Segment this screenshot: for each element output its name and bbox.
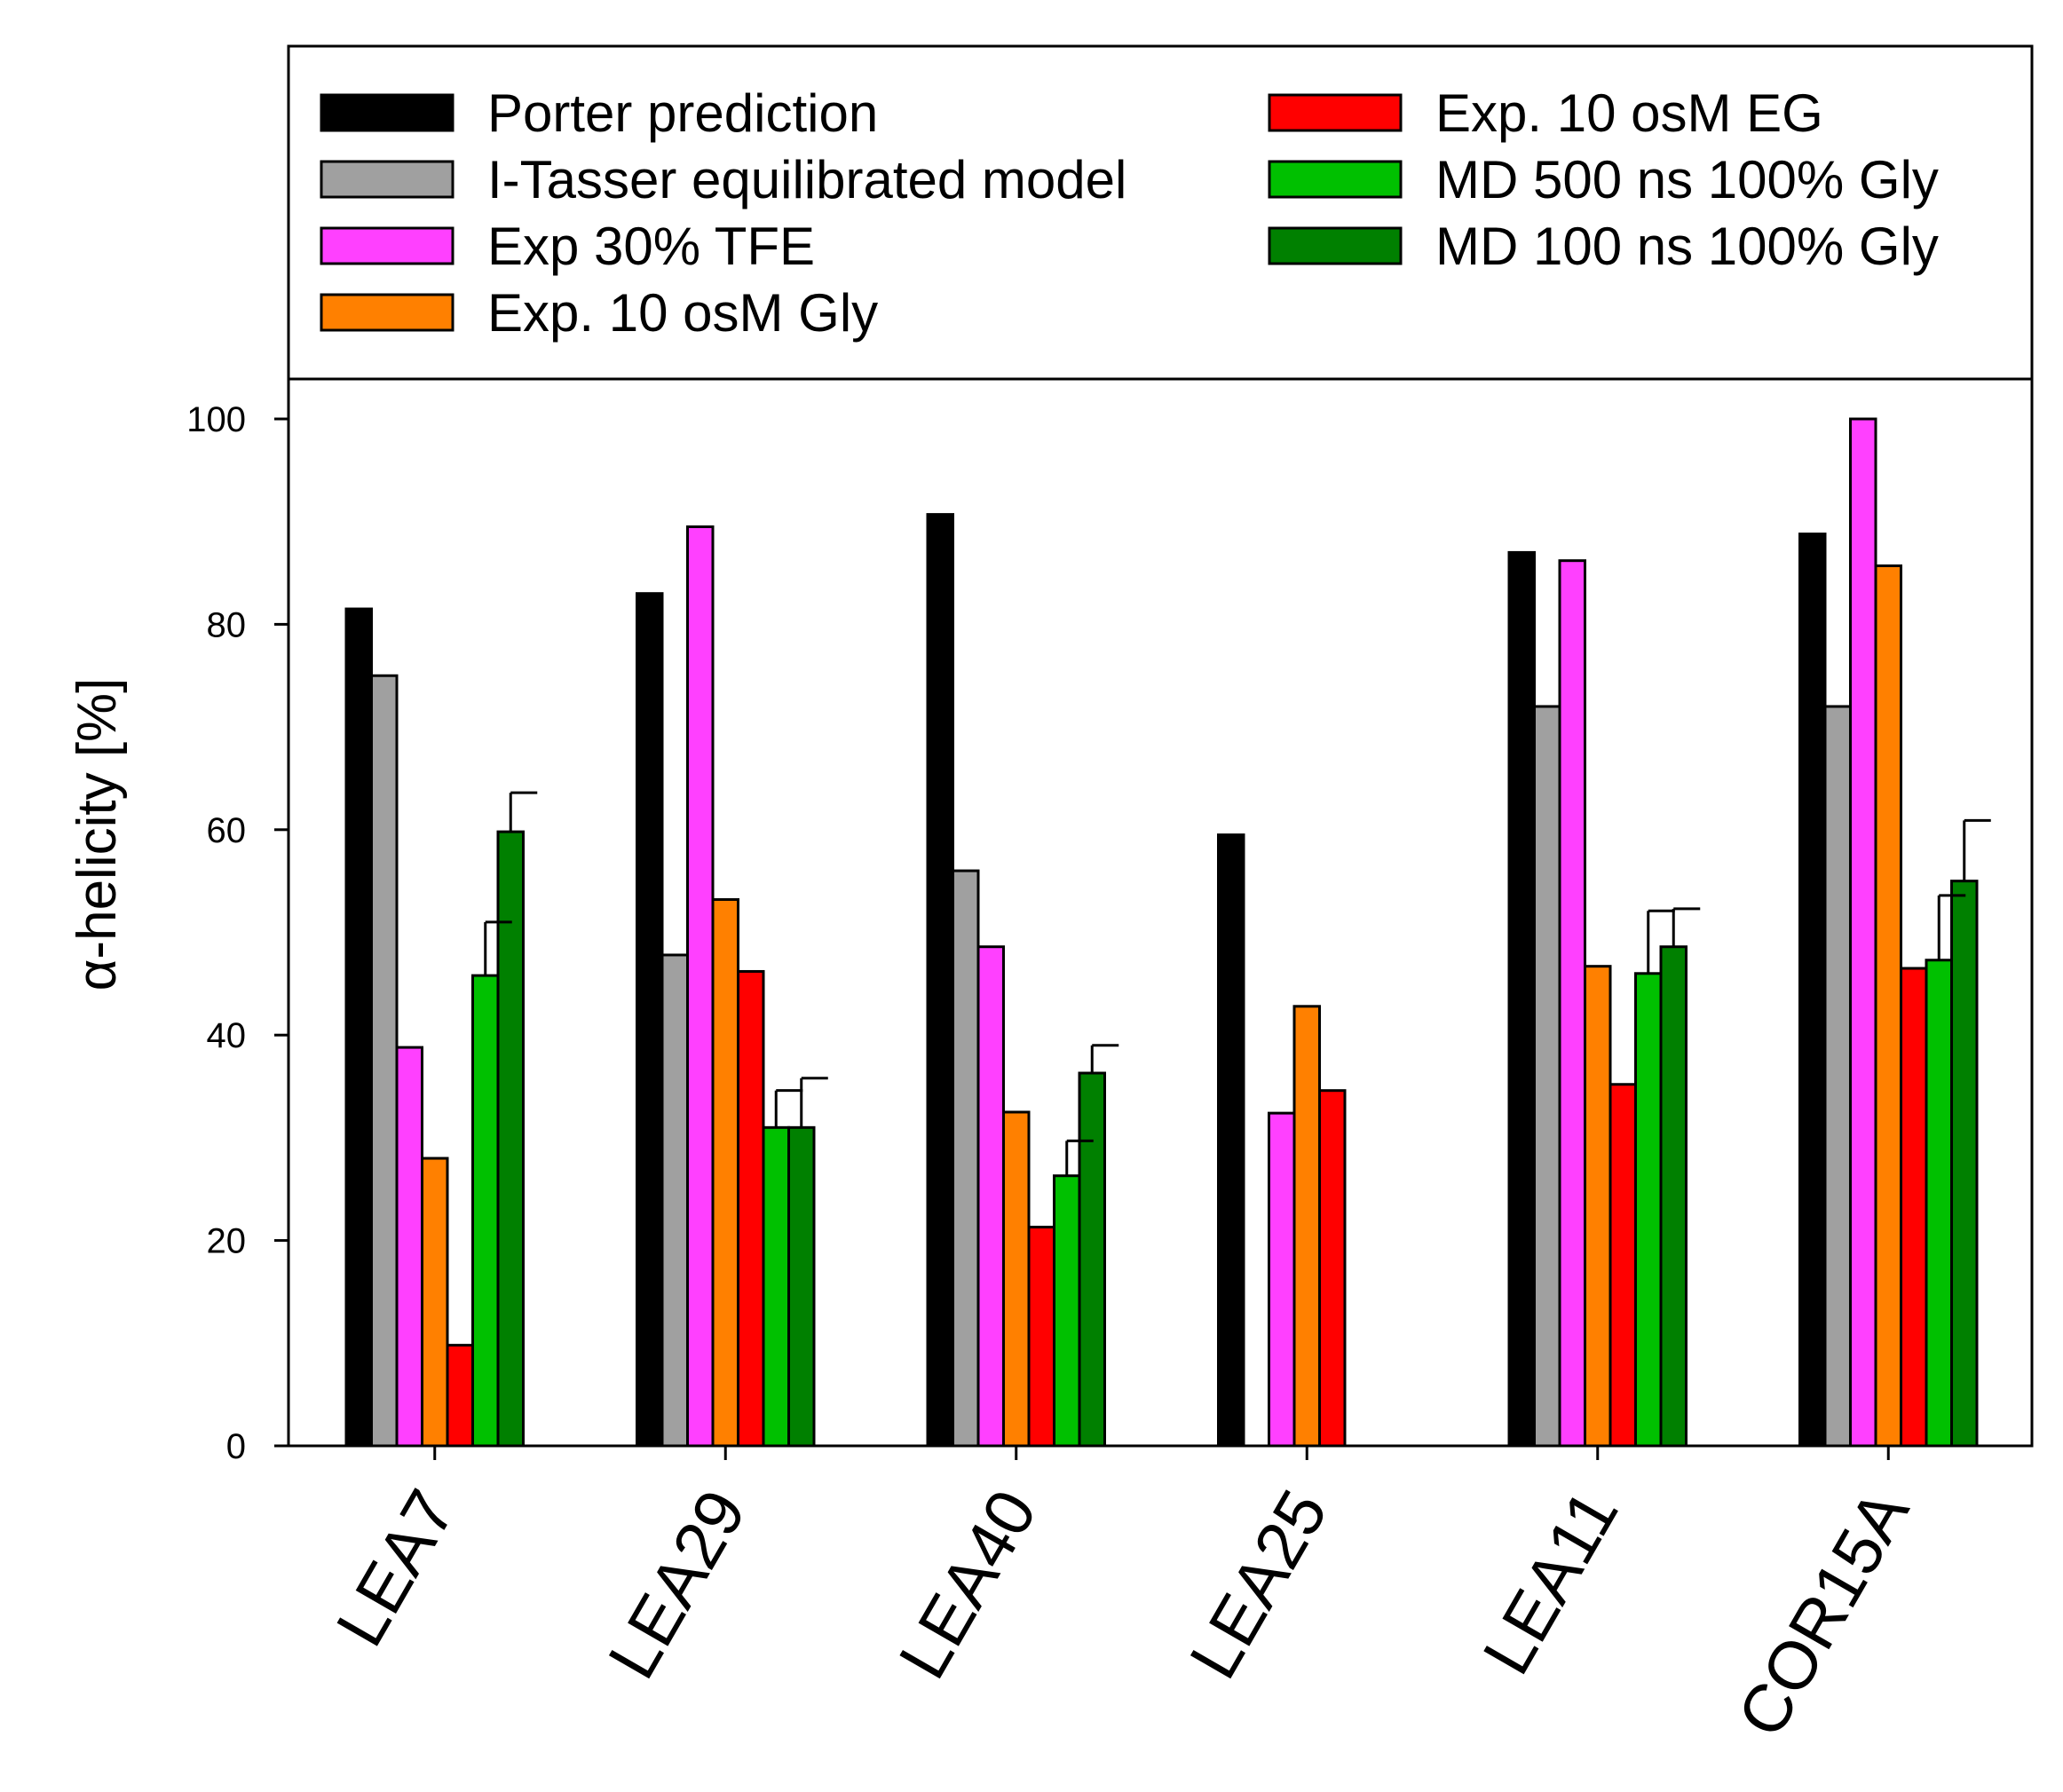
- bar: [1584, 965, 1612, 1448]
- legend-swatch: [1268, 226, 1403, 265]
- x-tick-label: LEA40: [885, 1478, 1052, 1691]
- bar: [344, 607, 373, 1448]
- legend-label: MD 500 ns 100% Gly: [1435, 150, 1939, 209]
- legend-item: Exp 30% TFE: [320, 217, 815, 276]
- bar: [787, 1125, 816, 1448]
- legend-label: Exp 30% TFE: [487, 217, 815, 276]
- bar: [1217, 833, 1245, 1448]
- legend-item: Porter prediction: [320, 83, 878, 143]
- bar: [1027, 1226, 1055, 1448]
- bar: [1950, 880, 1979, 1448]
- y-tick-label: 100: [186, 400, 246, 439]
- legend-swatch: [320, 226, 454, 265]
- bar: [737, 969, 765, 1448]
- bar: [762, 1125, 790, 1448]
- x-tick-label: LEA25: [1175, 1478, 1342, 1691]
- bar: [1053, 1174, 1081, 1448]
- bar: [1659, 945, 1688, 1448]
- legend-swatch: [320, 93, 454, 132]
- error-bars-layer: [484, 791, 1991, 1176]
- y-tick-label: 20: [207, 1222, 247, 1261]
- legend-item: Exp. 10 osM EG: [1268, 83, 1823, 143]
- legend-label: Exp. 10 osM EG: [1435, 83, 1823, 143]
- legend: Porter prediction I-Tasser equilibrated m…: [320, 83, 1939, 343]
- legend-swatch: [320, 160, 454, 199]
- legend-label: Porter prediction: [487, 83, 878, 143]
- bar: [686, 525, 715, 1448]
- bar: [1609, 1083, 1637, 1448]
- bar: [1849, 417, 1877, 1448]
- bar: [1002, 1110, 1031, 1448]
- bar: [660, 953, 689, 1448]
- legend-item: MD 500 ns 100% Gly: [1268, 150, 1939, 209]
- legend-swatch: [1268, 93, 1403, 132]
- bar: [636, 592, 664, 1448]
- y-axis-label: α-helicity [%]: [67, 678, 128, 991]
- legend-item: I-Tasser equilibrated model: [320, 150, 1126, 209]
- bar: [711, 897, 739, 1448]
- bar: [370, 674, 399, 1448]
- x-tick-label: COR15A: [1723, 1478, 1924, 1749]
- x-tick-label: LEA11: [1469, 1478, 1633, 1686]
- legend-swatch: [1268, 160, 1403, 199]
- bar: [1798, 533, 1827, 1448]
- bar: [1078, 1071, 1106, 1448]
- bars-layer: [344, 417, 1979, 1448]
- legend-item: MD 100 ns 100% Gly: [1268, 217, 1939, 276]
- y-tick-label: 0: [226, 1427, 246, 1466]
- bar: [926, 513, 954, 1448]
- bar: [1900, 967, 1928, 1448]
- y-tick-label: 80: [207, 605, 247, 644]
- legend-label: MD 100 ns 100% Gly: [1435, 217, 1939, 276]
- bar: [446, 1344, 474, 1448]
- bar: [976, 945, 1005, 1448]
- bar: [1823, 705, 1852, 1448]
- bar: [1507, 550, 1536, 1448]
- x-tick-label: LEA7: [322, 1478, 470, 1659]
- legend-swatch: [320, 293, 454, 332]
- bar: [1634, 972, 1663, 1448]
- bar: [1925, 959, 1953, 1448]
- y-tick-label: 60: [207, 811, 247, 850]
- bar: [1874, 564, 1902, 1448]
- legend-label: Exp. 10 osM Gly: [487, 283, 878, 343]
- bar: [952, 869, 980, 1448]
- bar: [1533, 705, 1561, 1448]
- bar: [471, 974, 500, 1448]
- bar: [421, 1157, 449, 1448]
- legend-item: Exp. 10 osM Gly: [320, 283, 878, 343]
- figure-frame: [287, 44, 2034, 1448]
- bar: [496, 830, 525, 1448]
- x-tick-label: LEA29: [594, 1478, 761, 1691]
- y-tick-label: 40: [207, 1016, 247, 1055]
- bar: [1292, 1005, 1321, 1448]
- legend-label: I-Tasser equilibrated model: [487, 150, 1126, 209]
- bar: [1268, 1111, 1296, 1448]
- bar: [1558, 559, 1586, 1448]
- bar: [1318, 1089, 1347, 1448]
- bar: [395, 1046, 423, 1448]
